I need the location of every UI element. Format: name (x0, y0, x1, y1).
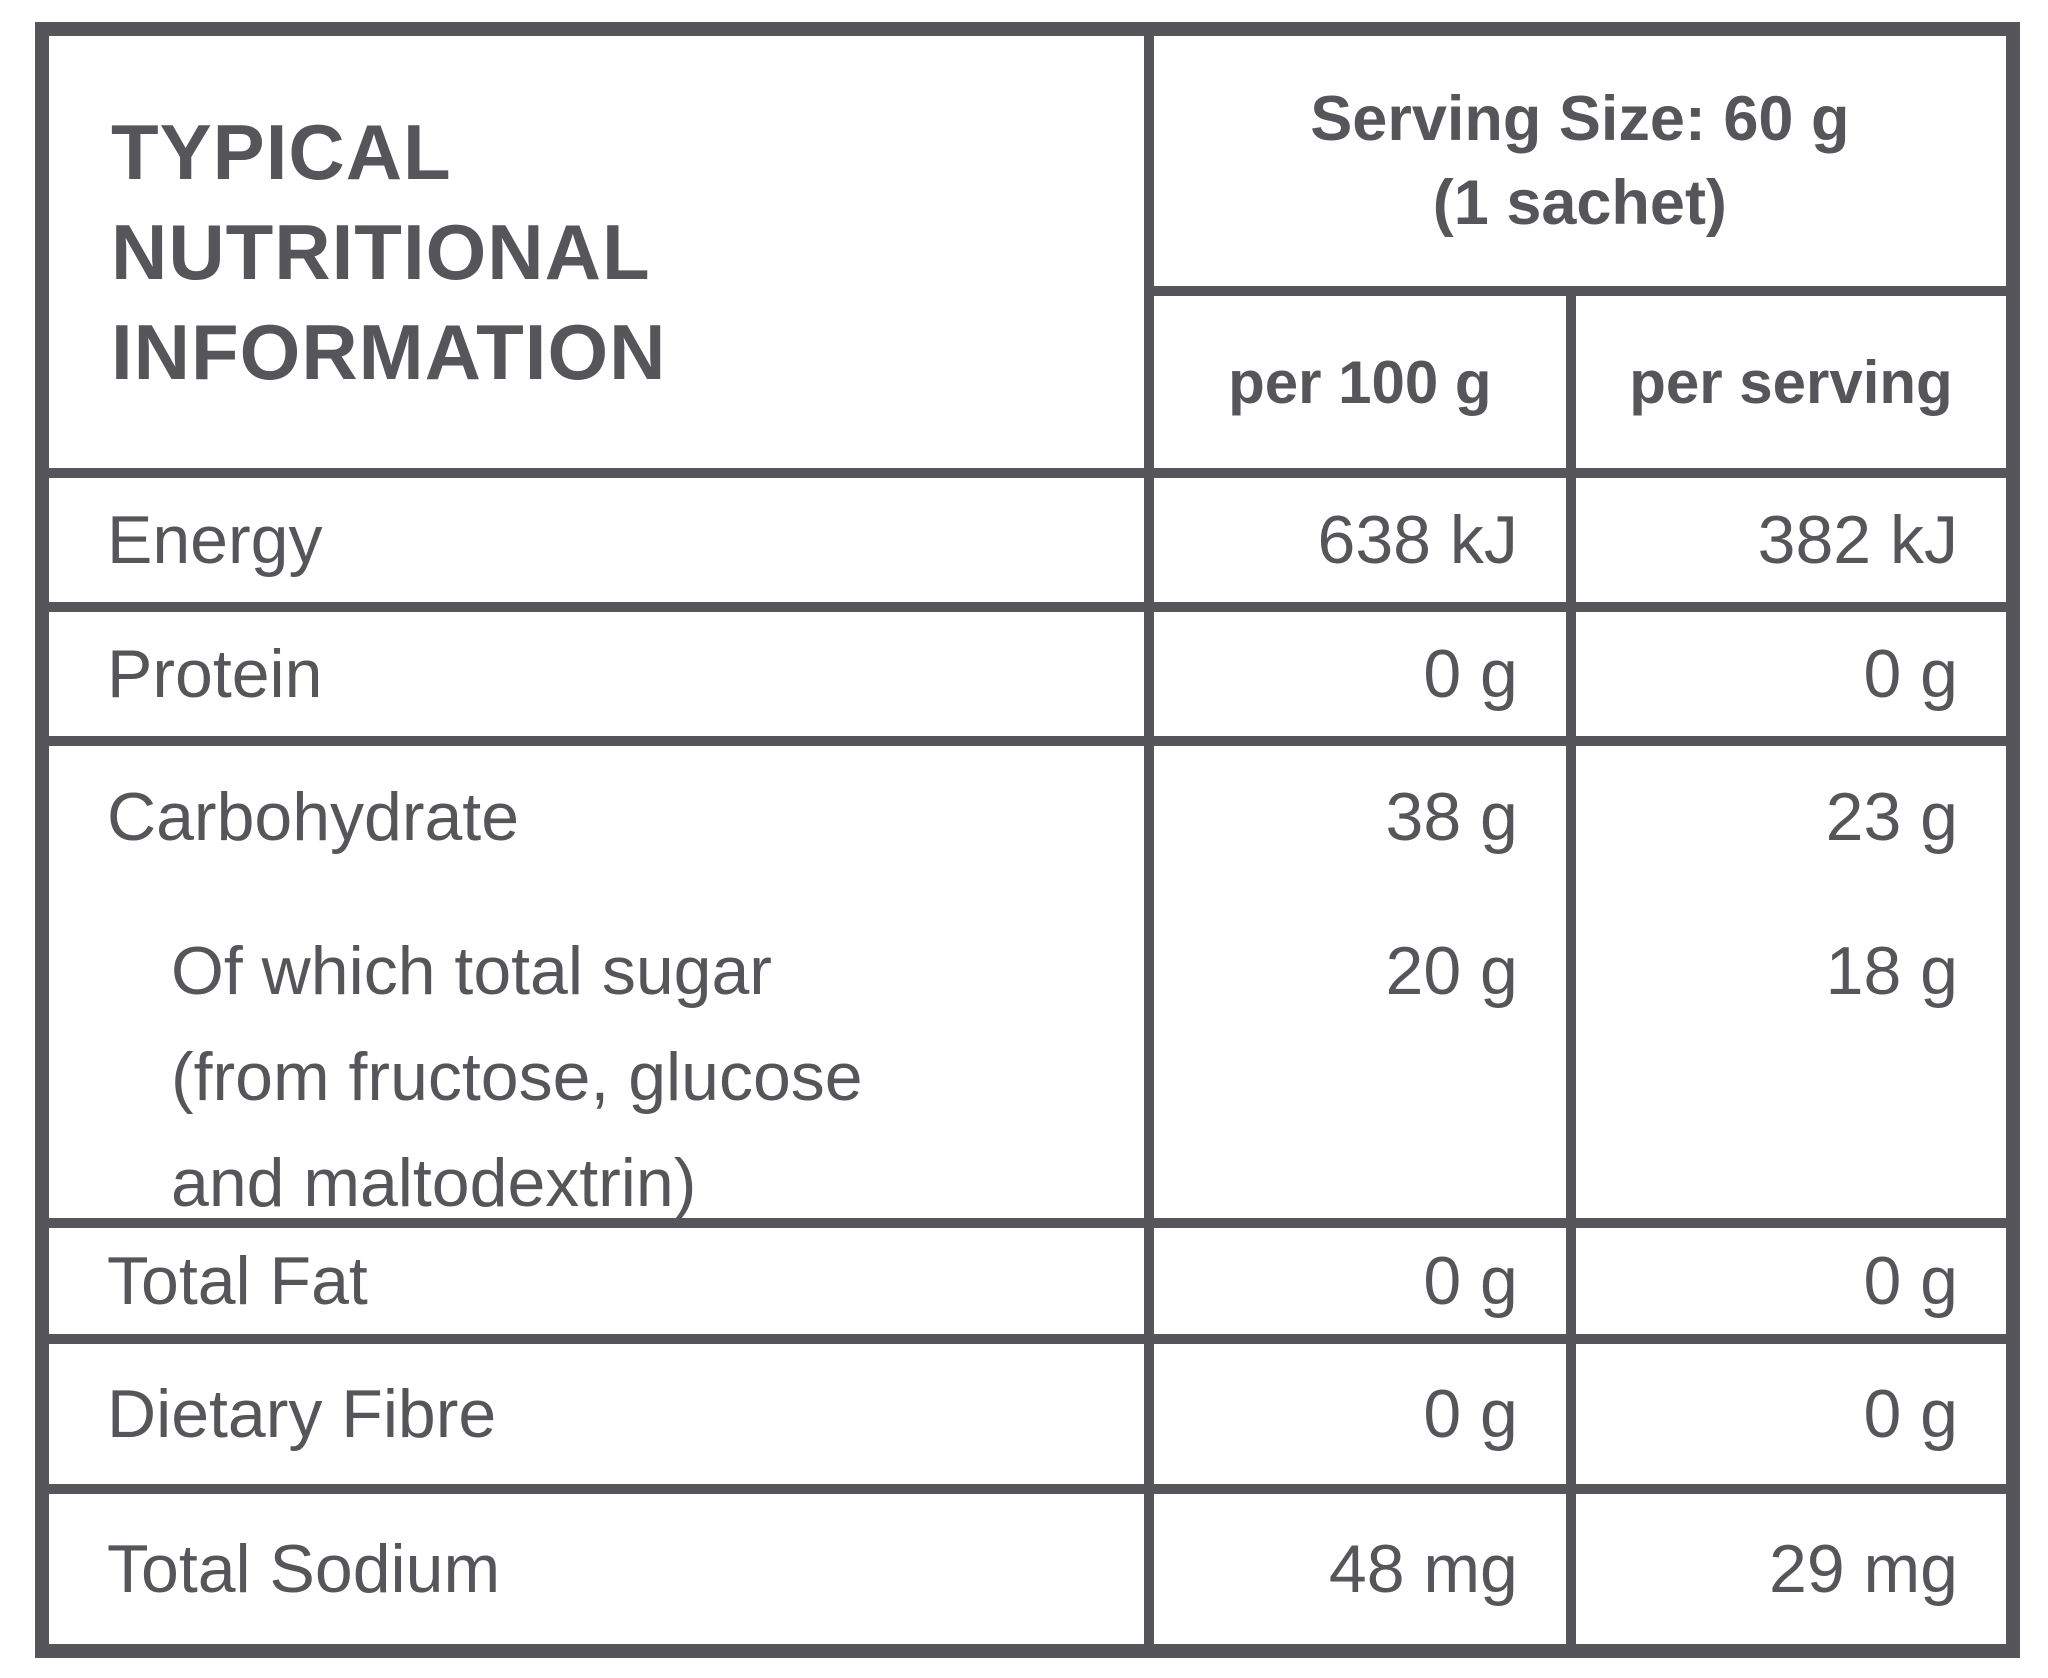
serving-size-line-2: (1 sachet) (1432, 168, 1727, 238)
serving-size-line-1: Serving Size: 60 g (1310, 84, 1850, 154)
sugar-per-100g-value: 20 g (1385, 933, 1518, 1009)
table-title-line-2: NUTRITIONAL (111, 208, 651, 296)
nutrition-table: TYPICAL NUTRITIONAL INFORMATION Serving … (35, 22, 2020, 1658)
row-total-sodium-label: Total Sodium (49, 1494, 1144, 1644)
sugar-sub-line-2: (from fructose, glucose (171, 1039, 863, 1115)
row-carbohydrate-per-serving: 23 g 18 g (1575, 746, 2006, 1218)
table-title-line-3: INFORMATION (111, 308, 667, 396)
sugar-sub-line-3: and maltodextrin) (171, 1145, 697, 1218)
row-carbohydrate-label: Carbohydrate Of which total sugar (from … (49, 746, 1144, 1218)
table-title: TYPICAL NUTRITIONAL INFORMATION (49, 36, 1144, 468)
row-total-fat-label: Total Fat (49, 1228, 1144, 1334)
row-protein-label: Protein (49, 612, 1144, 736)
row-protein-per-serving: 0 g (1575, 612, 2006, 736)
row-total-sodium-per-100g: 48 mg (1153, 1494, 1566, 1644)
sugar-per-serving-value: 18 g (1825, 933, 1958, 1009)
serving-size-header: Serving Size: 60 g (1 sachet) (1153, 36, 2006, 286)
carbohydrate-per-100g-value: 38 g (1385, 779, 1518, 855)
column-header-per-100g: per 100 g (1153, 296, 1566, 468)
row-total-fat-per-serving: 0 g (1575, 1228, 2006, 1334)
column-header-per-serving: per serving (1575, 296, 2006, 468)
row-dietary-fibre-per-100g: 0 g (1153, 1344, 1566, 1484)
row-dietary-fibre-per-serving: 0 g (1575, 1344, 2006, 1484)
row-energy-per-100g: 638 kJ (1153, 478, 1566, 602)
table-title-line-1: TYPICAL (111, 108, 452, 196)
row-carbohydrate-per-100g: 38 g 20 g (1153, 746, 1566, 1218)
carbohydrate-label-text: Carbohydrate (107, 779, 520, 855)
carbohydrate-per-serving-value: 23 g (1825, 779, 1958, 855)
row-energy-label: Energy (49, 478, 1144, 602)
sugar-sub-line-1: Of which total sugar (171, 933, 772, 1009)
row-total-fat-per-100g: 0 g (1153, 1228, 1566, 1334)
carbohydrate-sub-label: Of which total sugar (from fructose, glu… (171, 918, 863, 1218)
row-total-sodium-per-serving: 29 mg (1575, 1494, 2006, 1644)
row-dietary-fibre-label: Dietary Fibre (49, 1344, 1144, 1484)
row-protein-per-100g: 0 g (1153, 612, 1566, 736)
row-energy-per-serving: 382 kJ (1575, 478, 2006, 602)
